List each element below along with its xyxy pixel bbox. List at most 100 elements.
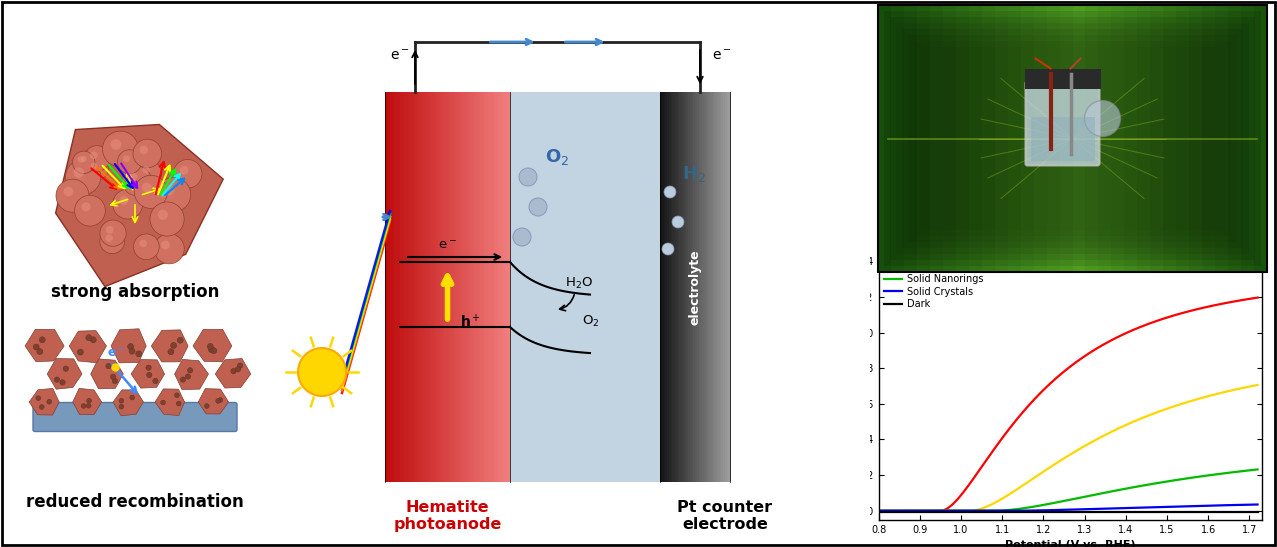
Bar (495, 92, 498, 482)
Bar (718, 92, 720, 482)
Bar (443, 92, 446, 482)
Bar (725, 92, 728, 482)
Bar (400, 92, 404, 482)
Polygon shape (155, 389, 185, 415)
Mesoporous Single Crystals (917, 508, 932, 514)
Bar (503, 92, 506, 482)
Bar (485, 92, 489, 482)
Bar (908, 35, 1237, 242)
Bar (450, 92, 453, 482)
Circle shape (86, 335, 92, 341)
Text: reduced recombination: reduced recombination (26, 493, 244, 511)
Circle shape (106, 235, 112, 242)
Bar (705, 92, 709, 482)
Circle shape (231, 369, 236, 374)
Bar (690, 92, 692, 482)
Bar (480, 92, 484, 482)
Partialy Porous Crystals (1144, 411, 1160, 417)
Solid Crystals (871, 508, 886, 514)
Bar (407, 92, 411, 482)
Bar (405, 92, 409, 482)
Bar (1124, 5, 1138, 272)
Polygon shape (175, 359, 208, 389)
Circle shape (149, 202, 184, 236)
Circle shape (60, 380, 65, 385)
Bar (1008, 5, 1022, 272)
Bar (415, 92, 419, 482)
Bar (418, 92, 421, 482)
Bar (465, 92, 469, 482)
Mesoporous Single Crystals (1144, 319, 1160, 326)
Solid Crystals (1144, 504, 1160, 510)
Polygon shape (26, 329, 64, 362)
Bar (702, 92, 705, 482)
Bar (493, 92, 495, 482)
Bar (917, 5, 931, 272)
Bar (678, 92, 681, 482)
Circle shape (112, 379, 117, 383)
Bar (467, 92, 471, 482)
Bar (457, 92, 461, 482)
Circle shape (169, 349, 174, 355)
Bar (428, 92, 432, 482)
Circle shape (163, 185, 175, 195)
Bar (699, 92, 701, 482)
Dark (1147, 509, 1162, 515)
Circle shape (518, 168, 538, 186)
Bar (1060, 5, 1074, 272)
Circle shape (129, 173, 138, 182)
Bar (501, 92, 503, 482)
Bar (1020, 5, 1034, 272)
Bar (402, 92, 406, 482)
Bar (488, 92, 490, 482)
Polygon shape (216, 358, 250, 388)
Circle shape (142, 183, 152, 193)
Bar (435, 92, 438, 482)
Circle shape (63, 366, 69, 371)
Bar (1176, 5, 1190, 272)
Dark (917, 509, 932, 515)
Circle shape (157, 210, 169, 220)
Bar (676, 92, 678, 482)
Bar (722, 92, 724, 482)
Polygon shape (69, 330, 106, 363)
Partialy Porous Crystals (917, 508, 932, 514)
Bar (452, 92, 456, 482)
Mesoporous Single Crystals (1110, 334, 1125, 341)
Bar (1111, 5, 1125, 272)
Polygon shape (132, 359, 165, 388)
Mesoporous Single Crystals (1250, 294, 1266, 301)
Polygon shape (47, 359, 82, 389)
Solid Crystals (1147, 504, 1162, 510)
Bar (1031, 117, 1094, 160)
Bar (395, 92, 398, 482)
Bar (727, 92, 729, 482)
Circle shape (112, 189, 143, 219)
Bar (423, 92, 427, 482)
Circle shape (204, 404, 209, 409)
Bar (955, 5, 969, 272)
Solid Nanorings (1147, 480, 1162, 487)
Circle shape (134, 175, 167, 208)
Bar (700, 92, 704, 482)
Polygon shape (111, 329, 146, 363)
Circle shape (529, 198, 547, 216)
Line: Mesoporous Single Crystals: Mesoporous Single Crystals (879, 298, 1258, 511)
FancyBboxPatch shape (33, 403, 238, 432)
Circle shape (54, 377, 60, 382)
Bar (942, 5, 956, 272)
Bar (478, 92, 481, 482)
Bar (1202, 5, 1216, 272)
Mesoporous Single Crystals (871, 508, 886, 514)
Bar (384, 92, 388, 482)
Circle shape (161, 241, 170, 249)
X-axis label: Potential (V vs. RHE): Potential (V vs. RHE) (1005, 540, 1135, 547)
Polygon shape (151, 330, 188, 362)
Dark (1250, 509, 1266, 515)
Circle shape (129, 348, 135, 354)
Polygon shape (198, 388, 229, 414)
Circle shape (664, 186, 676, 198)
Bar (462, 92, 466, 482)
Bar (1098, 5, 1112, 272)
Bar (679, 92, 682, 482)
